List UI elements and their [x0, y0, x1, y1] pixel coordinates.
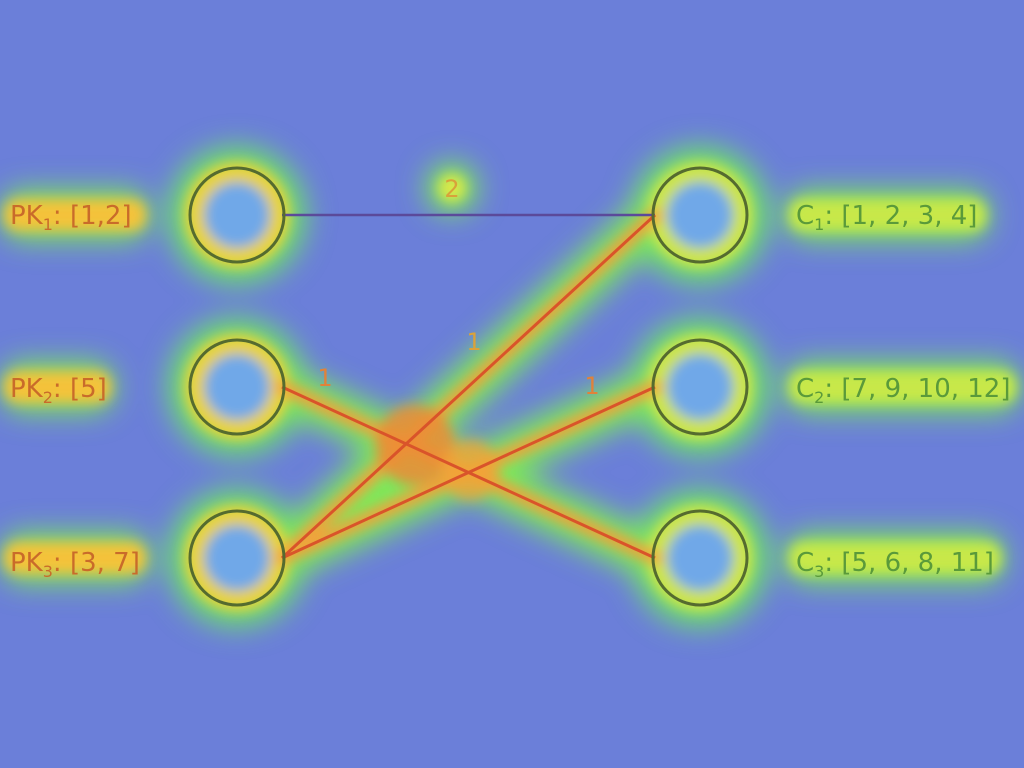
node-glow-hole [667, 354, 733, 420]
label-c1: C1: [1, 2, 3, 4] [796, 201, 977, 234]
left-labels: PK1: [1,2] PK2: [5] PK3: [3, 7] [10, 201, 140, 581]
edge-weight-pk3-c2: 1 [584, 372, 599, 400]
edges [280, 213, 657, 560]
right-labels: C1: [1, 2, 3, 4] C2: [7, 9, 10, 12] C3: … [796, 201, 1011, 581]
label-c3: C3: [5, 6, 8, 11] [796, 548, 994, 581]
crossing-hotspot [440, 440, 500, 500]
edge-pk3-c2 [281, 385, 656, 560]
node-pk3 [188, 509, 286, 607]
node-glow-hole [204, 354, 270, 420]
edge-pk3-c1 [280, 213, 657, 560]
label-pk3: PK3: [3, 7] [10, 548, 140, 581]
label-c2: C2: [7, 9, 10, 12] [796, 374, 1011, 407]
label-glow-core [789, 371, 1016, 403]
node-glow-hole [204, 182, 270, 248]
crossing-hotspot [375, 405, 455, 485]
node-glow-hole [667, 182, 733, 248]
label-glow-core [4, 542, 146, 574]
node-c2 [651, 338, 749, 436]
label-glow-core [4, 371, 111, 403]
node-glow-hole [204, 525, 270, 591]
nodes [188, 166, 749, 607]
label-glow-core [789, 542, 1001, 574]
node-c3 [651, 509, 749, 607]
edge-weight-pk2-c3: 1 [317, 364, 332, 392]
node-pk2 [188, 338, 286, 436]
label-pk1: PK1: [1,2] [10, 201, 132, 234]
edge-weight-pk3-c1: 1 [466, 328, 481, 356]
label-glow-core [4, 199, 146, 231]
node-pk1 [188, 166, 286, 264]
label-glow-core [789, 199, 986, 231]
weight-glow-core [438, 174, 466, 202]
node-c1 [651, 166, 749, 264]
edge-weights: 2 1 1 1 [317, 175, 599, 400]
edge-weight-pk1-c1: 2 [444, 175, 459, 203]
node-glow-hole [667, 525, 733, 591]
label-pk2: PK2: [5] [10, 374, 107, 407]
